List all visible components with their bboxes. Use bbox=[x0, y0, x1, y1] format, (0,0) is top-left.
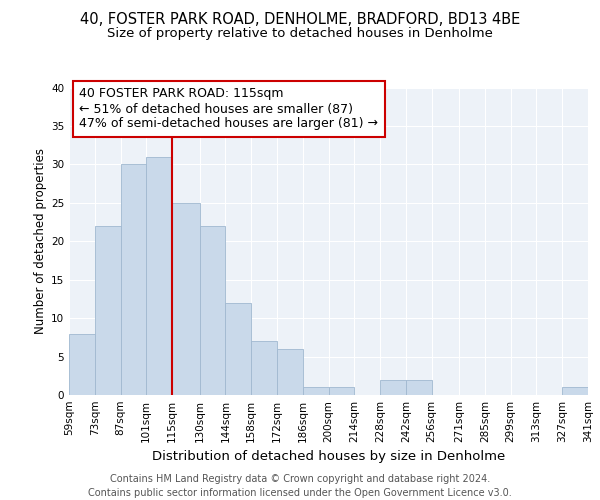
Bar bbox=[251, 341, 277, 395]
Bar bbox=[69, 334, 95, 395]
Text: 40, FOSTER PARK ROAD, DENHOLME, BRADFORD, BD13 4BE: 40, FOSTER PARK ROAD, DENHOLME, BRADFORD… bbox=[80, 12, 520, 28]
Bar bbox=[172, 203, 200, 395]
Text: Size of property relative to detached houses in Denholme: Size of property relative to detached ho… bbox=[107, 28, 493, 40]
Bar bbox=[121, 164, 146, 395]
X-axis label: Distribution of detached houses by size in Denholme: Distribution of detached houses by size … bbox=[152, 450, 505, 464]
Bar bbox=[329, 388, 354, 395]
Bar bbox=[277, 349, 303, 395]
Bar bbox=[303, 388, 329, 395]
Bar bbox=[200, 226, 226, 395]
Bar bbox=[226, 302, 251, 395]
Y-axis label: Number of detached properties: Number of detached properties bbox=[34, 148, 47, 334]
Text: Contains HM Land Registry data © Crown copyright and database right 2024.
Contai: Contains HM Land Registry data © Crown c… bbox=[88, 474, 512, 498]
Bar bbox=[95, 226, 121, 395]
Bar bbox=[146, 156, 172, 395]
Bar bbox=[406, 380, 431, 395]
Text: 40 FOSTER PARK ROAD: 115sqm
← 51% of detached houses are smaller (87)
47% of sem: 40 FOSTER PARK ROAD: 115sqm ← 51% of det… bbox=[79, 88, 379, 130]
Bar bbox=[380, 380, 406, 395]
Bar bbox=[562, 388, 588, 395]
